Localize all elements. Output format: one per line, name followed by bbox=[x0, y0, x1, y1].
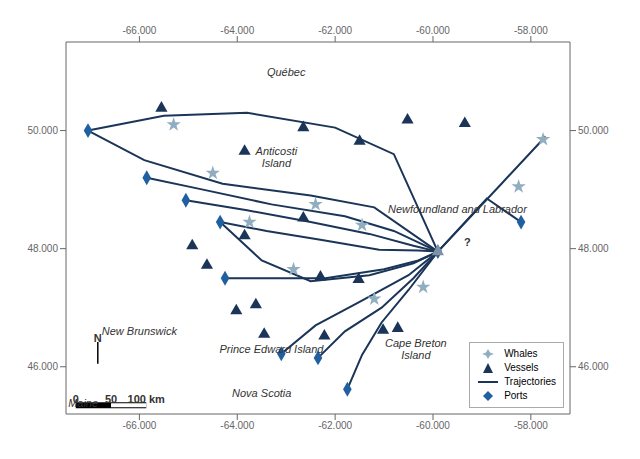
svg-text:50.000: 50.000 bbox=[578, 125, 609, 136]
svg-text:50: 50 bbox=[105, 393, 117, 405]
svg-text:-66.000: -66.000 bbox=[122, 420, 156, 431]
html-text:Ports: Ports bbox=[504, 390, 528, 401]
svg-text:-58.000: -58.000 bbox=[514, 25, 548, 36]
svg-text:-62.000: -62.000 bbox=[318, 420, 352, 431]
svg-text:-64.000: -64.000 bbox=[220, 25, 254, 36]
svg-text:-60.000: -60.000 bbox=[416, 420, 450, 431]
html-text:Vessels: Vessels bbox=[504, 362, 539, 373]
svg-text:0: 0 bbox=[73, 393, 79, 405]
svg-text:-58.000: -58.000 bbox=[514, 420, 548, 431]
html-text:Trajectories: Trajectories bbox=[504, 376, 556, 387]
svg-text:Newfoundland and Labrador: Newfoundland and Labrador bbox=[388, 203, 528, 215]
html-text:Whales: Whales bbox=[504, 348, 538, 359]
svg-text:New Brunswick: New Brunswick bbox=[102, 325, 178, 337]
svg-text:48.000: 48.000 bbox=[27, 243, 58, 254]
svg-text:Prince Edward Island: Prince Edward Island bbox=[220, 343, 325, 355]
svg-text:46.000: 46.000 bbox=[578, 361, 609, 372]
svg-text:N: N bbox=[94, 332, 102, 344]
svg-text:Cape BretonIsland: Cape BretonIsland bbox=[385, 337, 447, 362]
svg-text:50.000: 50.000 bbox=[27, 125, 58, 136]
svg-text:?: ? bbox=[464, 236, 471, 248]
svg-text:-64.000: -64.000 bbox=[220, 420, 254, 431]
svg-text:100 km: 100 km bbox=[128, 393, 166, 405]
svg-text:-66.000: -66.000 bbox=[122, 25, 156, 36]
svg-text:48.000: 48.000 bbox=[578, 243, 609, 254]
svg-text:Maine: Maine bbox=[68, 397, 99, 410]
svg-text:-60.000: -60.000 bbox=[416, 25, 450, 36]
svg-text:Nova Scotia: Nova Scotia bbox=[232, 387, 291, 399]
svg-text:Québec: Québec bbox=[267, 66, 306, 78]
svg-text:AnticostiIsland: AnticostiIsland bbox=[255, 145, 298, 170]
svg-text:46.000: 46.000 bbox=[27, 361, 58, 372]
svg-text:-62.000: -62.000 bbox=[318, 25, 352, 36]
